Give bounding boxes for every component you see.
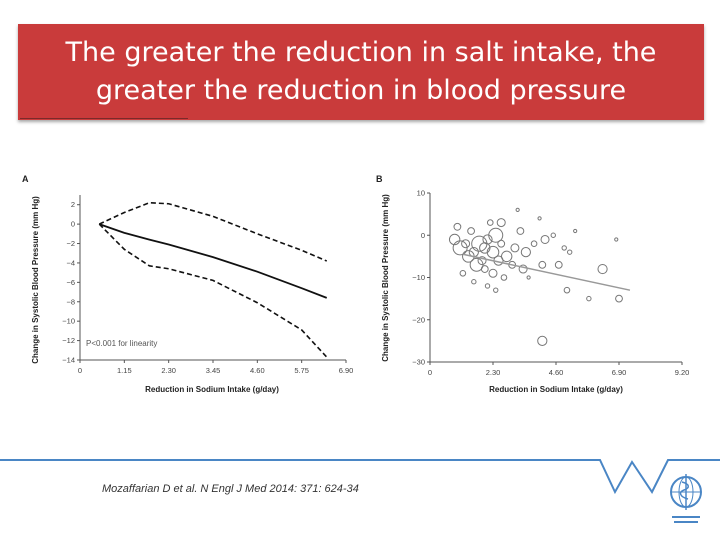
chart-b-point (480, 265, 489, 273)
chart-b-point (586, 295, 592, 302)
chart-b-point (477, 256, 487, 266)
chart-a-y-tick-label: −14 (62, 356, 75, 365)
chart-b-point (471, 279, 477, 285)
chart-b-point (540, 234, 550, 244)
chart-b-point (467, 227, 475, 235)
chart-b-point (486, 245, 500, 259)
chart-b-point (488, 268, 498, 278)
title-underline (20, 118, 188, 119)
chart-b-point (459, 269, 467, 277)
chart-b-x-tick-label: 0 (428, 368, 432, 377)
chart-b-point (520, 247, 531, 258)
chart-b-axes: 0 2.30 4.60 6.90 9.20 10 0 −10 −20 −30 (412, 189, 689, 378)
chart-b-point (515, 207, 520, 213)
chart-a-x-tick-label: 0 (78, 366, 82, 375)
chart-b-xlabel: Reduction in Sodium Intake (g/day) (489, 385, 623, 394)
chart-a-y-tick-label: −4 (66, 258, 75, 267)
chart-b-x-tick-label: 2.30 (486, 368, 501, 377)
chart-b-point (516, 227, 525, 235)
chart-b-y-tick-label: −20 (412, 315, 425, 324)
chart-b-x-tick-label: 4.60 (549, 368, 564, 377)
chart-b-point (497, 239, 506, 248)
chart-b-point (537, 216, 542, 221)
chart-b-point (486, 219, 494, 226)
chart-b-x-tick-label: 6.90 (612, 368, 627, 377)
citation: Mozaffarian D et al. N Engl J Med 2014: … (102, 483, 359, 495)
chart-b-point (563, 286, 571, 294)
chart-b-point (482, 234, 493, 245)
chart-a-y-tick-label: 0 (71, 220, 75, 229)
chart-b-point (500, 274, 508, 281)
chart-b-point (597, 263, 608, 275)
chart-a-xlabel: Reduction in Sodium Intake (g/day) (145, 385, 279, 394)
chart-a-ylabel: Change in Systolic Blood Pressure (mm Hg… (31, 196, 40, 364)
chart-b: B 0 2.30 4.60 6.90 9.20 10 0 −10 −20 −30 Reductio… (376, 174, 689, 394)
chart-a-y-tick-label: −6 (66, 278, 75, 287)
slide-title: The greater the reduction in salt intake… (65, 37, 657, 106)
panel-label-a: A (22, 174, 29, 184)
footer-decoration (0, 459, 720, 495)
who-logo-icon (670, 474, 702, 523)
chart-b-point (530, 240, 538, 247)
chart-b-point (493, 287, 499, 293)
chart-b-point (538, 260, 547, 269)
chart-a-x-tick-label: 5.75 (294, 366, 309, 375)
chart-a-y-tick-label: −8 (66, 297, 75, 306)
chart-a-axes: 0 1.15 2.30 3.45 4.60 5.75 6.90 2 0 −2 −4 −6 −8 −10 −1… (62, 195, 353, 375)
chart-b-y-tick-label: 10 (417, 189, 425, 198)
chart-a-series-line (98, 201, 328, 262)
footer-accent-line (0, 459, 720, 495)
title-banner: The greater the reduction in salt intake… (18, 24, 704, 120)
chart-b-ylabel: Change in Systolic Blood Pressure (mm Hg… (381, 194, 390, 362)
chart-b-x-tick-label: 9.20 (675, 368, 690, 377)
chart-b-point (518, 264, 528, 274)
chart-a-x-tick-label: 4.60 (250, 366, 265, 375)
chart-a-y-tick-label: −10 (62, 317, 75, 326)
chart-b-point (453, 222, 462, 231)
panel-label-b: B (376, 174, 383, 184)
chart-b-point (448, 233, 461, 246)
chart-b-point (488, 227, 504, 243)
chart-a-series-line (98, 223, 328, 299)
chart-b-point (561, 245, 567, 251)
chart-b-point (573, 228, 578, 234)
chart-a-y-tick-label: −12 (62, 336, 75, 345)
chart-b-marks (448, 207, 631, 346)
chart-b-y-tick-label: −10 (412, 273, 425, 282)
chart-a-x-tick-label: 2.30 (161, 366, 176, 375)
chart-b-point (496, 218, 506, 228)
chart-a-series-line (98, 223, 328, 358)
chart-b-point (615, 294, 623, 303)
chart-b-point (484, 283, 491, 289)
chart-b-point (614, 237, 619, 242)
chart-b-point (550, 232, 556, 238)
chart-a-x-tick-label: 1.15 (117, 366, 132, 375)
chart-b-point (461, 239, 471, 249)
chart-a-annotation: P<0.001 for linearity (86, 339, 157, 348)
chart-b-y-tick-label: 0 (421, 231, 425, 240)
chart-b-point (510, 243, 520, 253)
chart-b-point (479, 242, 491, 254)
chart-a: A 0 1.15 2.30 3.45 4.60 5.75 6.90 2 0 −2 −4 −6 −8 −10… (22, 174, 353, 394)
chart-a-y-tick-label: 2 (71, 200, 75, 209)
chart-b-point (554, 260, 563, 269)
chart-b-point (526, 275, 531, 280)
chart-a-marks (98, 201, 328, 358)
chart-b-point (566, 249, 573, 255)
chart-a-x-tick-label: 3.45 (206, 366, 221, 375)
chart-b-point (537, 335, 548, 346)
chart-b-point (500, 250, 513, 263)
chart-b-y-tick-label: −30 (412, 358, 425, 367)
chart-a-x-tick-label: 6.90 (339, 366, 354, 375)
chart-a-y-tick-label: −2 (66, 239, 75, 248)
chart-b-fit-line (462, 253, 631, 291)
